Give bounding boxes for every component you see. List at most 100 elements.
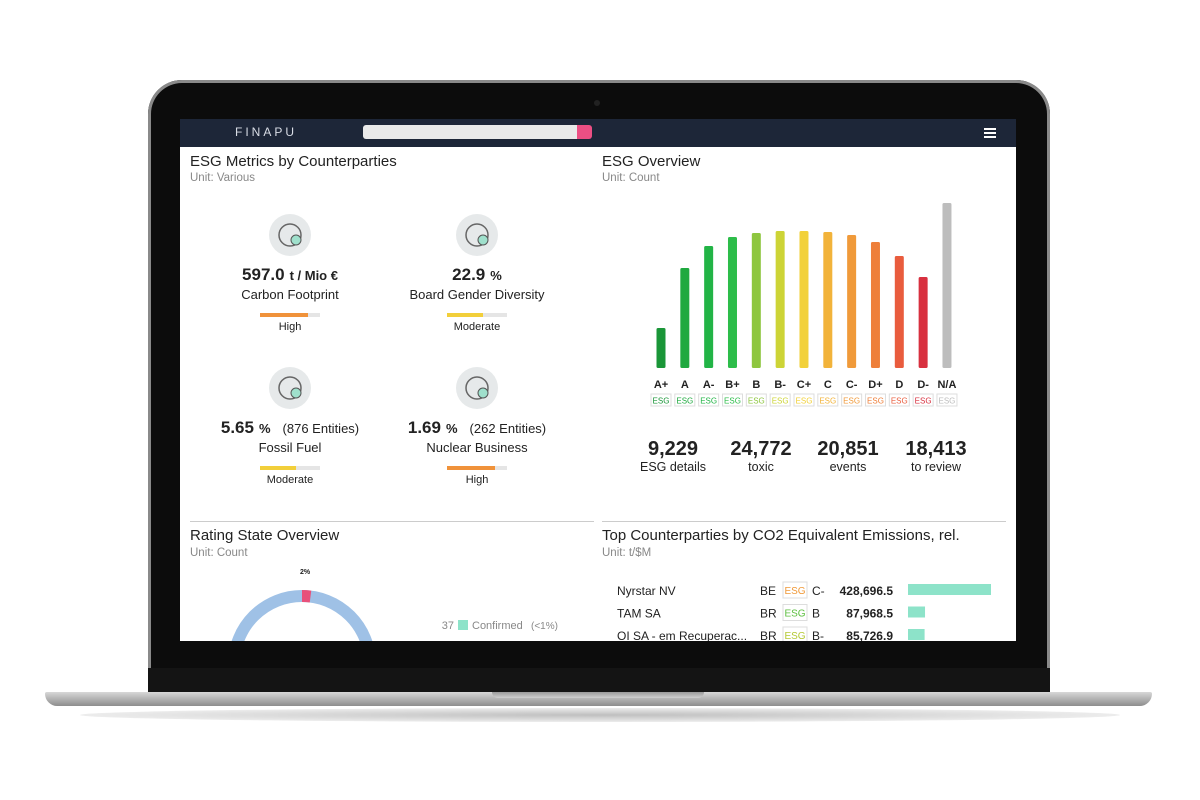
metric-icon — [269, 214, 311, 256]
metric-icon — [269, 367, 311, 409]
metric-value: 5.65 — [220, 418, 254, 437]
bar — [680, 268, 690, 368]
metric-icon — [456, 214, 498, 256]
x-tick-label: A- — [703, 379, 715, 391]
bar — [894, 256, 904, 368]
esg-badge — [817, 393, 839, 407]
x-tick-label: C — [824, 379, 832, 391]
row-bar — [908, 606, 926, 618]
metric-value: 597.0 — [242, 265, 285, 284]
donut-ring — [231, 590, 373, 641]
search-button[interactable] — [577, 125, 592, 139]
legend-label: Confirmed — [472, 620, 523, 632]
x-tick-label: N/A — [937, 379, 956, 391]
esg-badge-text: ESG — [653, 397, 670, 406]
stat-label: to review — [911, 460, 962, 474]
divider — [602, 521, 1006, 522]
bar — [918, 277, 928, 368]
metric-unit: % — [258, 421, 271, 436]
esg-badge-text: ESG — [915, 397, 932, 406]
row-name: TAM SA — [617, 607, 661, 621]
esg-badge — [650, 393, 672, 407]
esg-badge-text: ESG — [784, 586, 805, 597]
metric-icon-accent — [290, 234, 302, 246]
esg-badge-text: ESG — [784, 631, 805, 641]
esg-badge-text: ESG — [843, 397, 860, 406]
esg-badge — [782, 604, 808, 621]
panel-title: ESG Overview — [602, 153, 701, 170]
logo[interactable]: FINAPU — [235, 125, 298, 139]
legend-count: 37 — [442, 620, 454, 632]
menu-line[interactable] — [984, 136, 996, 138]
metric-icon-accent — [477, 387, 489, 399]
x-tick-label: D+ — [868, 379, 882, 391]
stat-value: 9,229 — [648, 438, 698, 460]
metric-level: Moderate — [453, 321, 501, 333]
bar — [775, 231, 785, 368]
stat-label: toxic — [748, 460, 774, 474]
esg-badge — [793, 393, 815, 407]
metric-label: Carbon Footprint — [241, 287, 339, 302]
bar — [799, 231, 809, 368]
metric-level: High — [278, 321, 302, 333]
search-box[interactable] — [363, 125, 577, 139]
esg-badge — [674, 393, 696, 407]
esg-badge — [782, 581, 808, 599]
esg-badge-text: ESG — [748, 397, 765, 406]
metric-extra: (262 Entities) — [469, 421, 547, 436]
metric-label: Fossil Fuel — [258, 440, 322, 455]
shadow — [80, 708, 1120, 722]
row-rating: B- — [812, 629, 824, 641]
metric-value: 1.69 — [407, 418, 441, 437]
panel-title: Rating State Overview — [190, 527, 340, 544]
panel-unit: Unit: t/$M — [602, 547, 652, 559]
metric-unit: t / Mio € — [289, 268, 338, 283]
x-tick-label: D- — [917, 379, 929, 391]
row-country: BE — [760, 584, 776, 598]
level-bar — [447, 313, 483, 317]
esg-badge — [782, 626, 808, 641]
esg-badge — [841, 393, 863, 407]
metric-icon-accent — [290, 387, 302, 399]
stat-value: 20,851 — [817, 438, 878, 460]
metric-level: Moderate — [266, 474, 314, 486]
x-tick-label: C- — [846, 379, 858, 391]
esg-badge-text: ESG — [867, 397, 884, 406]
stat-label: events — [830, 460, 867, 474]
bar — [870, 242, 880, 368]
metric-icon — [456, 367, 498, 409]
laptop-base — [45, 692, 1152, 706]
metric-label: Nuclear Business — [426, 440, 528, 455]
bar — [727, 237, 737, 368]
metric-icon-detail — [278, 376, 302, 400]
metric-level: High — [465, 474, 489, 486]
metric-unit: % — [445, 421, 458, 436]
esg-badge-text: ESG — [939, 397, 956, 406]
metric-value: 22.9 — [452, 265, 486, 284]
x-tick-label: A+ — [654, 379, 668, 391]
x-tick-label: B — [752, 379, 760, 391]
panel-unit: Unit: Various — [190, 172, 255, 184]
metric-icon-detail — [465, 223, 489, 247]
x-tick-label: B+ — [725, 379, 739, 391]
x-tick-label: B- — [774, 379, 786, 391]
metric-label: Board Gender Diversity — [409, 287, 545, 302]
level-bar — [260, 466, 296, 470]
esg-badge — [936, 393, 958, 407]
esg-badge-text: ESG — [819, 397, 836, 406]
esg-badge-text: ESG — [700, 397, 717, 406]
level-bar — [447, 466, 495, 470]
esg-badge — [698, 393, 720, 407]
x-tick-label: D — [895, 379, 903, 391]
bar — [704, 246, 714, 368]
header: FINAPU — [180, 119, 1016, 147]
row-name: Nyrstar NV — [617, 584, 676, 598]
menu-line[interactable] — [984, 132, 996, 134]
menu-line[interactable] — [984, 128, 996, 130]
donut-segment — [228, 590, 376, 641]
esg-badge — [864, 393, 886, 407]
stat-label: ESG details — [640, 460, 706, 474]
stat-value: 18,413 — [905, 438, 966, 460]
bar — [751, 233, 761, 368]
level-bar — [260, 313, 308, 317]
